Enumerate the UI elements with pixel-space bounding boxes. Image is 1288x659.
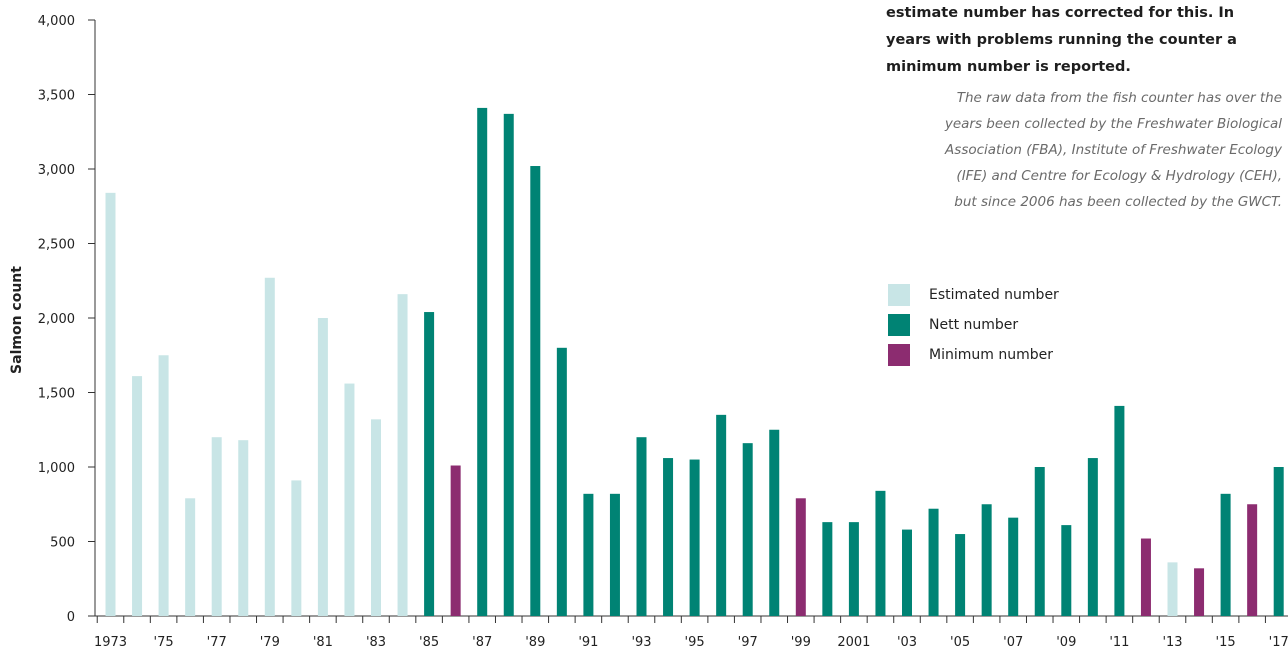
bar-2016 [1247, 504, 1258, 616]
legend-swatch-estimated [888, 284, 910, 306]
bar-1994 [663, 458, 674, 616]
bar-1988 [503, 113, 514, 617]
bar-2005 [955, 534, 966, 616]
x-tick-label: '81 [313, 635, 333, 650]
bar-2000 [822, 522, 833, 616]
bar-1987 [477, 107, 488, 616]
legend-label-nett: Nett number [929, 317, 1019, 333]
bar-1993 [636, 437, 647, 616]
x-tick-label: '77 [207, 635, 227, 650]
x-tick-label: '97 [738, 635, 758, 650]
bar-2007 [1008, 517, 1019, 616]
x-tick-label: '95 [685, 635, 705, 650]
bar-2012 [1140, 538, 1151, 616]
x-tick-label: '89 [525, 635, 545, 650]
x-tick-label: '99 [791, 635, 811, 650]
x-tick-label: '75 [154, 635, 174, 650]
bar-2003 [902, 529, 912, 616]
bar-1984 [397, 294, 408, 616]
y-tick-label: 1,000 [38, 461, 75, 476]
bar-1990 [556, 347, 567, 616]
x-tick-label: '91 [578, 635, 598, 650]
bar-1979 [264, 277, 275, 616]
bar-1992 [609, 493, 620, 616]
bar-1974 [132, 376, 143, 616]
x-tick-label: '85 [419, 635, 439, 650]
bar-1977 [211, 437, 222, 616]
y-axis-label: Salmon count [9, 266, 25, 374]
bar-1980 [291, 480, 302, 616]
x-tick-label: '07 [1003, 635, 1023, 650]
bar-2013 [1167, 562, 1178, 616]
bar-1995 [689, 459, 700, 616]
bar-2010 [1087, 458, 1098, 616]
bar-2011 [1114, 405, 1125, 616]
bar-2014 [1194, 568, 1205, 616]
legend-item-nett: Nett number [888, 312, 1059, 338]
y-tick-label: 4,000 [38, 14, 75, 29]
x-tick-label: '09 [1056, 635, 1076, 650]
y-tick-label: 500 [50, 536, 75, 551]
legend-item-minimum: Minimum number [888, 342, 1059, 368]
legend: Estimated number Nett number Minimum num… [888, 282, 1059, 372]
bar-2001 [848, 522, 859, 616]
bar-2015 [1220, 493, 1231, 616]
x-tick-label: '15 [1216, 635, 1236, 650]
x-tick-label: 2001 [837, 635, 870, 650]
x-tick-label: '13 [1162, 635, 1182, 650]
bar-1989 [530, 166, 541, 616]
bar-1976 [185, 498, 196, 616]
bar-1973 [105, 192, 116, 616]
x-tick-label: '11 [1109, 635, 1129, 650]
bars [105, 107, 1284, 617]
y-tick-label: 3,500 [38, 89, 75, 104]
x-tick-label: '05 [950, 635, 970, 650]
bar-1982 [344, 383, 355, 616]
y-tick-label: 0 [67, 610, 75, 625]
y-axis: 0 500 1,000 1,500 2,000 2,500 3,000 3,500 4,000 [38, 14, 96, 625]
x-axis: 1973 '75 '77 '79 '81 '83 '85 '87 '89 '91 '93 '95 '97… [94, 615, 1288, 650]
bar-2009 [1061, 525, 1072, 616]
bar-2004 [928, 508, 939, 616]
x-tick-label: '79 [260, 635, 280, 650]
x-tick-label: '83 [366, 635, 386, 650]
bar-2006 [981, 504, 992, 616]
bar-1999 [795, 498, 806, 616]
y-tick-label: 2,000 [38, 312, 75, 327]
bar-1996 [716, 414, 727, 616]
legend-item-estimated: Estimated number [888, 282, 1059, 308]
note-bold-text: estimate number has corrected for this. … [886, 5, 1237, 75]
x-tick-label: '17 [1269, 635, 1288, 650]
bar-1983 [371, 419, 381, 616]
bar-1981 [317, 318, 328, 616]
bar-2002 [875, 490, 886, 616]
x-tick-label: '93 [631, 635, 651, 650]
legend-swatch-minimum [888, 344, 910, 366]
legend-label-minimum: Minimum number [929, 347, 1053, 363]
bar-1998 [769, 429, 780, 616]
chart-note: estimate number has corrected for this. … [886, 0, 1282, 215]
bar-1985 [424, 312, 435, 616]
x-tick-label: 1973 [94, 635, 127, 650]
x-tick-label: '87 [472, 635, 492, 650]
bar-1997 [742, 443, 753, 616]
legend-swatch-nett [888, 314, 910, 336]
note-italic-text: The raw data from the fish counter has o… [944, 90, 1282, 210]
bar-2017 [1273, 467, 1284, 616]
bar-2008 [1034, 467, 1045, 616]
bar-1975 [158, 355, 169, 616]
y-tick-label: 3,000 [38, 163, 75, 178]
bar-1986 [450, 465, 461, 616]
bar-1991 [583, 493, 594, 616]
x-tick-label: '03 [897, 635, 917, 650]
y-tick-label: 2,500 [38, 238, 75, 253]
y-tick-label: 1,500 [38, 387, 75, 402]
bar-1978 [238, 440, 249, 616]
legend-label-estimated: Estimated number [929, 287, 1059, 303]
